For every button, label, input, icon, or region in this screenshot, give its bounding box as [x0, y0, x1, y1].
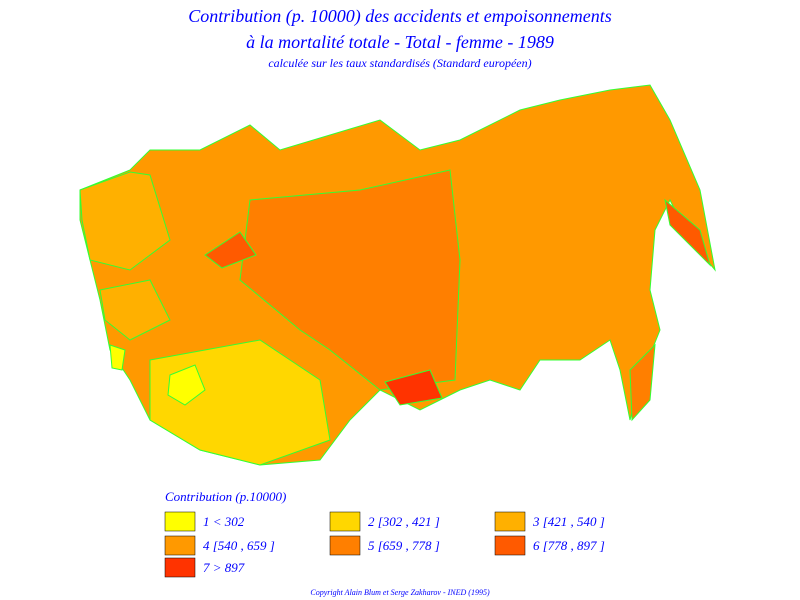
- legend-label: 5 [659 , 778 ]: [368, 538, 440, 553]
- region: [629, 343, 656, 422]
- region: [79, 171, 171, 271]
- subtitle: calculée sur les taux standardisés (Stan…: [268, 56, 531, 70]
- region: [109, 344, 126, 371]
- legend-label: 4 [540 , 659 ]: [203, 538, 275, 553]
- region: [167, 364, 206, 406]
- legend-label: 1 < 302: [203, 514, 245, 529]
- legend-swatch: [164, 535, 196, 556]
- legend-swatch: [494, 535, 526, 556]
- legend-label: 7 > 897: [203, 560, 245, 575]
- region: [664, 198, 712, 267]
- legend: 1 < 302 2 [302 , 421 ] 3 [421 , 540 ] 4 [54…: [164, 511, 605, 578]
- legend-label: 2 [302 , 421 ]: [368, 514, 440, 529]
- region: [99, 279, 171, 341]
- legend-swatch: [164, 557, 196, 578]
- legend-swatch: [164, 511, 196, 532]
- title: à la mortalité totale - Total - femme - …: [246, 32, 554, 52]
- region: [204, 231, 257, 269]
- legend-swatch: [329, 535, 361, 556]
- copyright: Copyright Alain Blum et Serge Zakharov -…: [310, 588, 490, 597]
- legend-swatch: [329, 511, 361, 532]
- legend-swatch: [494, 511, 526, 532]
- legend-label: 3 [421 , 540 ]: [532, 514, 605, 529]
- title: Contribution (p. 10000) des accidents et…: [188, 6, 611, 27]
- map: [79, 84, 716, 466]
- legend-title: Contribution (p.10000): [165, 489, 286, 504]
- region: [384, 369, 443, 406]
- legend-label: 6 [778 , 897 ]: [533, 538, 605, 553]
